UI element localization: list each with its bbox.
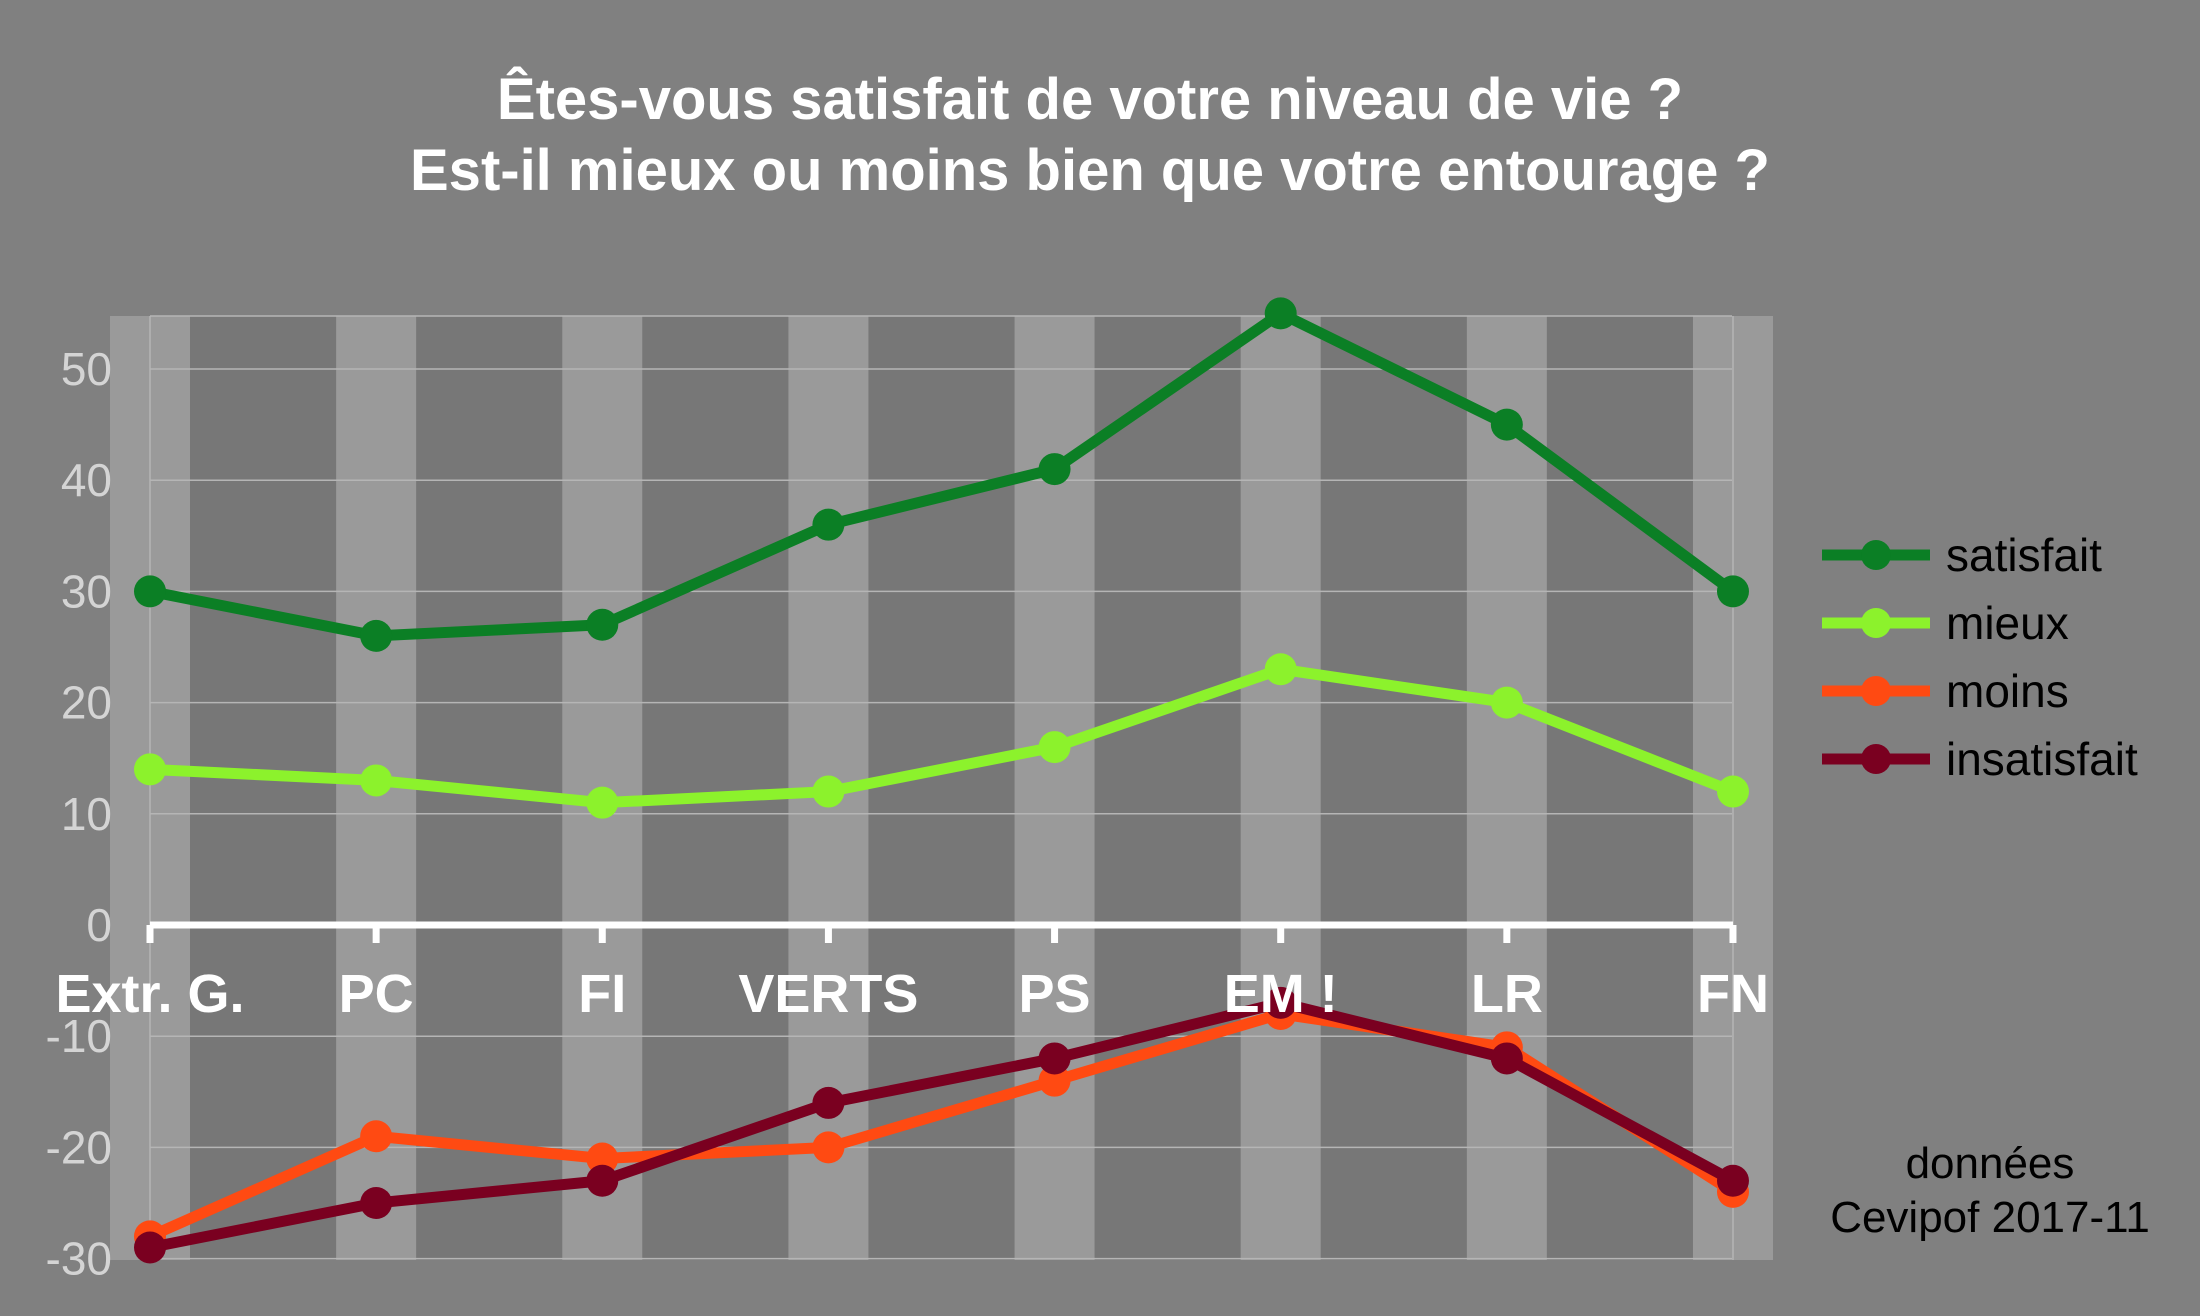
legend-swatch-marker — [1861, 676, 1891, 706]
data-point-insatisfait — [1038, 1042, 1071, 1075]
data-point-satisfait — [586, 608, 619, 641]
legend: satisfait mieux moins insatisfait — [1822, 529, 2138, 785]
chart-title: Êtes-vous satisfait de votre niveau de v… — [497, 67, 1683, 132]
y-tick-label: -30 — [46, 1233, 112, 1285]
data-point-mieux — [812, 775, 845, 808]
data-point-mieux — [134, 753, 166, 786]
source-note-line2: Cevipof 2017-11 — [1830, 1193, 2150, 1242]
legend-swatch-marker — [1861, 608, 1891, 638]
y-tick-label: 50 — [61, 343, 112, 395]
data-point-moins — [812, 1131, 845, 1164]
data-point-mieux — [360, 764, 393, 797]
legend-label: moins — [1946, 665, 2069, 717]
data-point-satisfait — [360, 619, 393, 652]
x-tick-label: LR — [1471, 964, 1543, 1024]
data-point-insatisfait — [586, 1164, 619, 1197]
data-point-moins — [1038, 1064, 1071, 1097]
series-line-insatisfait — [148, 997, 1736, 1253]
category-stripe — [1240, 316, 1321, 1260]
source-note-line1: données — [1906, 1139, 2075, 1188]
data-point-satisfait — [1038, 453, 1071, 486]
y-tick-label: 0 — [86, 899, 112, 951]
series-line-satisfait — [148, 307, 1737, 642]
data-point-moins — [360, 1120, 393, 1153]
data-point-insatisfait — [1264, 986, 1297, 1019]
data-point-mieux — [1490, 686, 1523, 719]
legend-label: insatisfait — [1946, 733, 2138, 785]
data-point-insatisfait — [812, 1086, 845, 1119]
data-point-insatisfait — [134, 1231, 166, 1264]
legend-label: satisfait — [1946, 529, 2102, 581]
series-line-moins — [147, 1008, 1736, 1242]
x-tick-label: PS — [1019, 964, 1091, 1024]
y-tick-label: 40 — [61, 454, 112, 506]
x-tick-label: Extr. G. — [55, 964, 244, 1024]
y-tick-label: 30 — [61, 565, 112, 617]
data-point-satisfait — [134, 575, 166, 608]
grid-lines — [149, 315, 1734, 1260]
y-tick-label: 10 — [61, 788, 112, 840]
data-point-insatisfait — [1490, 1042, 1523, 1075]
data-point-mieux — [1038, 731, 1071, 764]
data-point-satisfait — [812, 508, 845, 541]
x-tick-label: PC — [339, 964, 414, 1024]
legend-swatch-marker — [1861, 540, 1891, 570]
y-axis-ticks: 50 40 30 20 10 0 -10 -20 -30 — [46, 343, 112, 1285]
x-tick-label: FN — [1697, 964, 1769, 1024]
data-point-mieux — [1716, 775, 1749, 808]
category-stripe — [1466, 316, 1547, 1260]
data-point-satisfait — [1716, 575, 1749, 608]
legend-label: mieux — [1946, 597, 2069, 649]
data-point-satisfait — [1490, 408, 1523, 441]
series-lines — [134, 297, 1749, 1264]
data-point-mieux — [586, 786, 619, 819]
data-point-satisfait — [1264, 297, 1297, 330]
x-axis-labels: Extr. G. PC FI VERTS PS EM ! LR FN — [55, 964, 1769, 1024]
zero-axis — [146, 921, 1737, 943]
legend-swatch-marker — [1861, 744, 1891, 774]
data-point-moins — [586, 1142, 619, 1175]
data-point-insatisfait — [360, 1187, 393, 1219]
x-tick-label: EM ! — [1224, 964, 1338, 1024]
x-tick-label: FI — [578, 964, 626, 1024]
data-point-insatisfait — [1716, 1164, 1749, 1197]
y-tick-label: -20 — [46, 1121, 112, 1173]
y-tick-label: -10 — [46, 1010, 112, 1062]
x-tick-label: VERTS — [738, 964, 918, 1024]
y-tick-label: 20 — [61, 677, 112, 729]
data-point-mieux — [1264, 653, 1297, 686]
chart-subtitle: Est-il mieux ou moins bien que votre ent… — [410, 138, 1770, 203]
series-line-mieux — [149, 663, 1735, 809]
